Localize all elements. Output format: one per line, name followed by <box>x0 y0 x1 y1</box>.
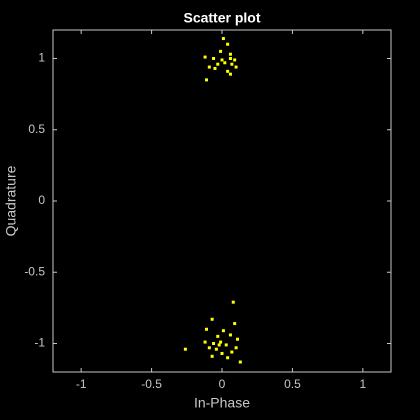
x-tick-label: -1 <box>76 377 87 391</box>
point <box>212 57 216 60</box>
point <box>210 354 214 358</box>
point <box>228 72 232 76</box>
point <box>203 55 207 59</box>
point <box>213 66 217 70</box>
point <box>214 347 218 351</box>
point <box>219 340 223 344</box>
x-tick-label: 1 <box>359 377 366 391</box>
x-axis-label: In-Phase <box>194 395 250 411</box>
point <box>220 58 224 62</box>
y-tick-label: 1 <box>38 51 45 65</box>
point <box>223 61 227 65</box>
point <box>231 300 235 304</box>
y-tick-label: -1 <box>34 336 45 350</box>
point <box>228 52 232 56</box>
point <box>205 327 209 331</box>
point <box>207 346 211 350</box>
point <box>230 350 234 354</box>
point <box>228 57 232 60</box>
point <box>205 78 209 82</box>
y-axis-label: Quadrature <box>3 165 19 236</box>
y-tick-label: 0 <box>38 193 45 207</box>
chart-title: Scatter plot <box>183 10 260 26</box>
point <box>230 62 234 66</box>
point <box>224 343 228 347</box>
point <box>233 322 237 326</box>
point <box>234 346 238 350</box>
point <box>219 49 223 53</box>
point <box>233 58 237 62</box>
y-tick-label: -0.5 <box>24 264 45 278</box>
point <box>221 329 225 333</box>
point <box>212 342 216 345</box>
point <box>207 65 211 69</box>
point <box>226 356 230 360</box>
point <box>228 333 232 337</box>
point <box>238 360 242 364</box>
point <box>235 337 239 341</box>
x-tick-label: 0 <box>219 377 226 391</box>
x-tick-label: 0.5 <box>284 377 301 391</box>
point <box>226 42 230 46</box>
point <box>226 69 230 73</box>
y-tick-label: 0.5 <box>28 122 45 136</box>
point <box>221 37 225 41</box>
point <box>220 351 224 355</box>
point <box>183 347 187 351</box>
point <box>210 317 214 321</box>
x-tick-label: -0.5 <box>141 377 162 391</box>
point <box>203 340 207 344</box>
point <box>217 343 221 347</box>
point <box>216 62 220 66</box>
point <box>234 65 238 69</box>
point <box>216 334 220 338</box>
